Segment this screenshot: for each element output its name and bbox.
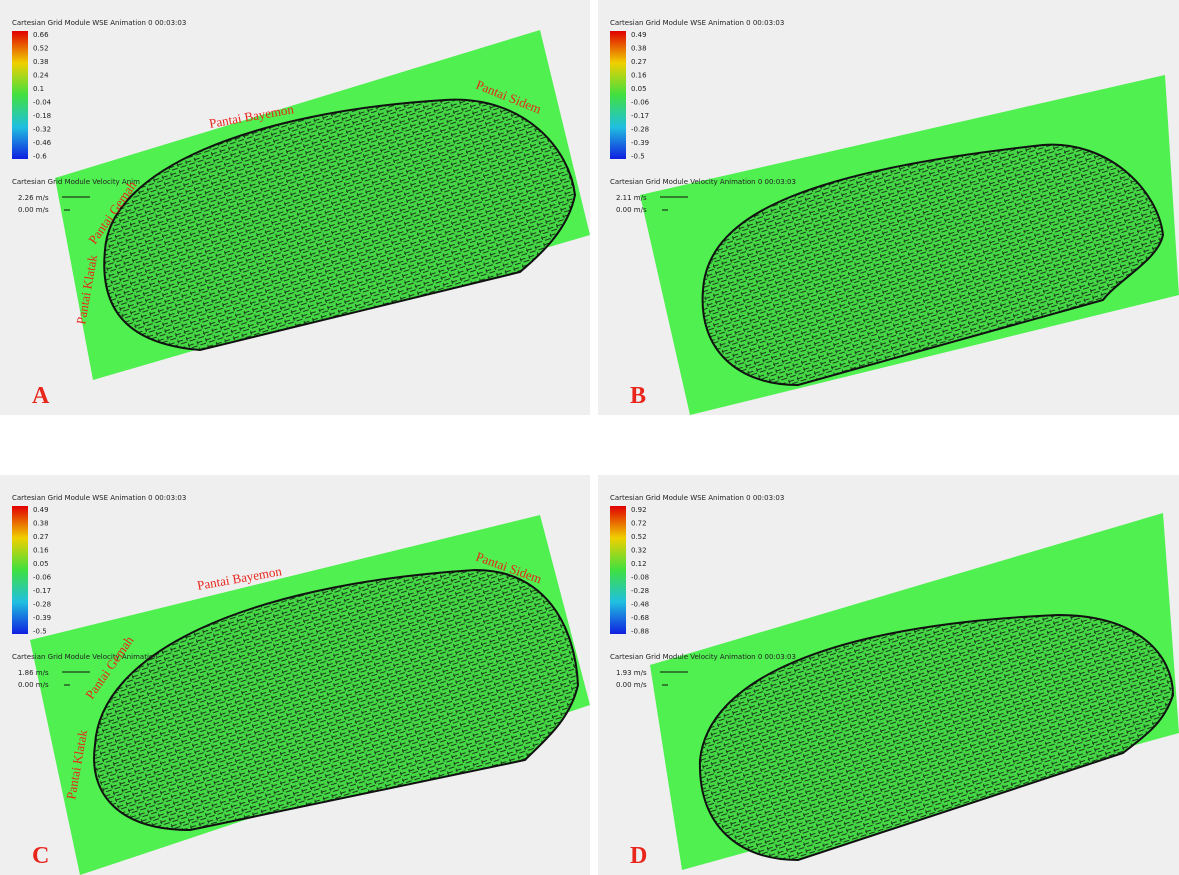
colorbar-tick-label: 0.16 [631, 72, 647, 80]
colorbar-tick-label: -0.48 [631, 601, 649, 609]
colorbar-tick-label: -0.28 [631, 126, 649, 134]
colorbar-tick-label: 0.38 [631, 45, 647, 53]
colorbar [610, 31, 626, 159]
colorbar-tick-label: -0.6 [33, 153, 47, 161]
colorbar-tick-label: 0.1 [33, 85, 44, 93]
colorbar-tick-label: -0.32 [33, 126, 51, 134]
wse-title: Cartesian Grid Module WSE Animation 0 00… [12, 494, 186, 502]
colorbar-tick-label: 0.52 [631, 533, 647, 541]
colorbar-tick-label: 0.49 [631, 31, 647, 39]
velocity-title: Cartesian Grid Module Velocity Animation [12, 653, 158, 661]
panel-letter: D [630, 843, 647, 869]
velocity-title: Cartesian Grid Module Velocity Animation… [610, 653, 796, 661]
colorbar-tick-label: -0.46 [33, 139, 52, 147]
colorbar-tick-label: 0.72 [631, 520, 647, 528]
colorbar-tick-label: -0.04 [33, 99, 52, 107]
colorbar-tick-label: -0.5 [33, 628, 47, 636]
figure: Cartesian Grid Module WSE Animation 0 00… [0, 0, 1179, 875]
colorbar-tick-label: -0.06 [631, 99, 650, 107]
colorbar-tick-label: -0.06 [33, 574, 52, 582]
colorbar [12, 506, 28, 634]
colorbar-tick-label: 0.49 [33, 506, 49, 514]
colorbar-tick-label: -0.08 [631, 574, 649, 582]
colorbar [12, 31, 28, 159]
colorbar-tick-label: 0.38 [33, 58, 49, 66]
colorbar-tick-label: 0.38 [33, 520, 49, 528]
colorbar-tick-label: -0.68 [631, 614, 649, 622]
colorbar-tick-label: 0.24 [33, 72, 49, 80]
panel: Cartesian Grid Module WSE Animation 0 00… [598, 0, 1179, 415]
panel: Cartesian Grid Module WSE Animation 0 00… [0, 475, 590, 875]
velocity-max: 1.86 m/s [18, 669, 49, 677]
velocity-title: Cartesian Grid Module Velocity Animation… [610, 178, 796, 186]
colorbar-tick-label: -0.17 [33, 587, 51, 595]
colorbar-tick-label: -0.18 [33, 112, 51, 120]
velocity-title: Cartesian Grid Module Velocity Anim [12, 178, 140, 186]
colorbar-tick-label: -0.5 [631, 153, 645, 161]
colorbar [610, 506, 626, 634]
colorbar-tick-label: 0.05 [631, 85, 647, 93]
colorbar-tick-label: 0.66 [33, 31, 49, 39]
colorbar-tick-label: -0.88 [631, 628, 649, 636]
colorbar-tick-label: 0.05 [33, 560, 49, 568]
wse-title: Cartesian Grid Module WSE Animation 0 00… [610, 19, 784, 27]
velocity-max: 2.26 m/s [18, 194, 49, 202]
colorbar-tick-label: 0.52 [33, 45, 49, 53]
panel-letter: A [32, 383, 50, 409]
colorbar-tick-label: 0.32 [631, 547, 647, 555]
velocity-max: 1.93 m/s [616, 669, 647, 677]
panel: Cartesian Grid Module WSE Animation 0 00… [0, 0, 590, 415]
panel-letter: B [630, 383, 646, 409]
colorbar-tick-label: -0.28 [33, 601, 51, 609]
colorbar-tick-label: 0.92 [631, 506, 647, 514]
colorbar-tick-label: -0.39 [33, 614, 51, 622]
velocity-max: 2.11 m/s [616, 194, 647, 202]
panel-letter: C [32, 843, 49, 869]
colorbar-tick-label: 0.27 [631, 58, 647, 66]
colorbar-tick-label: 0.27 [33, 533, 49, 541]
colorbar-tick-label: 0.16 [33, 547, 49, 555]
velocity-min: 0.00 m/s [616, 681, 647, 689]
wse-title: Cartesian Grid Module WSE Animation 0 00… [12, 19, 186, 27]
colorbar-tick-label: 0.12 [631, 560, 647, 568]
velocity-min: 0.00 m/s [18, 681, 49, 689]
colorbar-tick-label: -0.39 [631, 139, 649, 147]
colorbar-tick-label: -0.17 [631, 112, 649, 120]
colorbar-tick-label: -0.28 [631, 587, 649, 595]
velocity-min: 0.00 m/s [616, 206, 647, 214]
velocity-min: 0.00 m/s [18, 206, 49, 214]
panel: Cartesian Grid Module WSE Animation 0 00… [598, 475, 1179, 875]
wse-title: Cartesian Grid Module WSE Animation 0 00… [610, 494, 784, 502]
